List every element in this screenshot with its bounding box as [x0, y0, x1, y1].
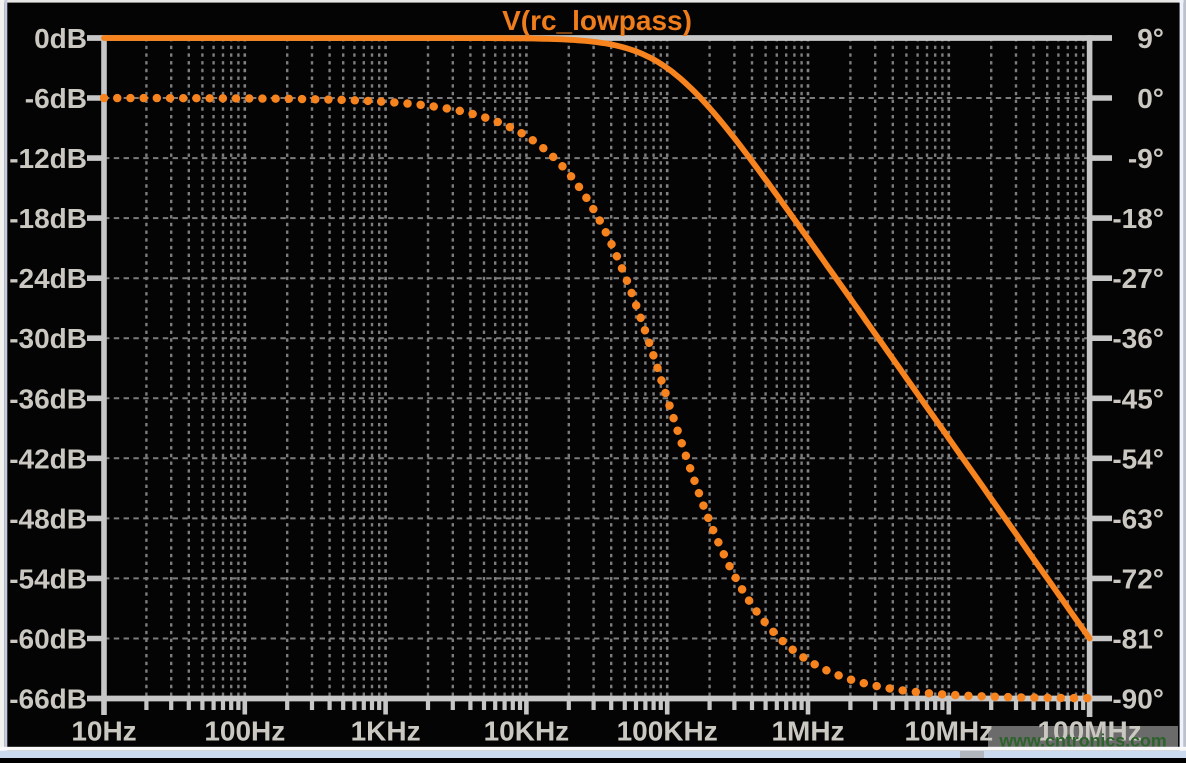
svg-text:1KHz: 1KHz	[351, 716, 421, 747]
svg-text:-60dB: -60dB	[9, 624, 87, 655]
svg-text:-90°: -90°	[1112, 684, 1164, 715]
svg-text:-6dB: -6dB	[25, 83, 87, 114]
svg-text:-48dB: -48dB	[9, 503, 87, 534]
svg-text:-18°: -18°	[1112, 203, 1164, 234]
svg-text:-36dB: -36dB	[9, 383, 87, 414]
svg-text:-54°: -54°	[1112, 443, 1164, 474]
svg-text:100KHz: 100KHz	[617, 716, 718, 747]
svg-text:10Hz: 10Hz	[71, 716, 136, 747]
svg-text:100Hz: 100Hz	[204, 716, 285, 747]
svg-text:-30dB: -30dB	[9, 323, 87, 354]
svg-text:-63°: -63°	[1112, 503, 1164, 534]
svg-text:-54dB: -54dB	[9, 563, 87, 594]
svg-text:-45°: -45°	[1112, 383, 1164, 414]
svg-text:-81°: -81°	[1112, 624, 1164, 655]
svg-text:-12dB: -12dB	[9, 143, 87, 174]
svg-text:-27°: -27°	[1112, 263, 1164, 294]
svg-text:-18dB: -18dB	[9, 203, 87, 234]
svg-text:1MHz: 1MHz	[771, 716, 844, 747]
svg-text:-72°: -72°	[1112, 563, 1164, 594]
svg-text:-66dB: -66dB	[9, 684, 87, 715]
svg-text:9°: 9°	[1137, 23, 1164, 54]
svg-text:10KHz: 10KHz	[484, 716, 570, 747]
svg-text:V(rc_lowpass): V(rc_lowpass)	[502, 5, 692, 36]
svg-text:10MHz: 10MHz	[904, 716, 993, 747]
svg-text:-42dB: -42dB	[9, 443, 87, 474]
svg-text:www.cntronics.com: www.cntronics.com	[998, 731, 1166, 751]
svg-text:-36°: -36°	[1112, 323, 1164, 354]
svg-text:-24dB: -24dB	[9, 263, 87, 294]
svg-text:-9°: -9°	[1128, 143, 1164, 174]
svg-text:0dB: 0dB	[34, 23, 87, 54]
svg-text:100MHz: 100MHz	[1037, 716, 1141, 747]
svg-text:0°: 0°	[1137, 83, 1164, 114]
